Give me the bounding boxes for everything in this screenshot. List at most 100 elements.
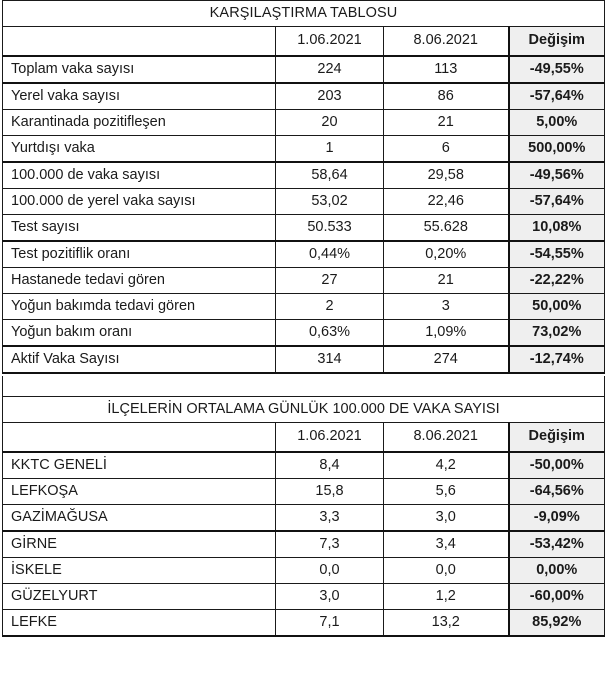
district-table-body: İLÇELERİN ORTALAMA GÜNLÜK 100.000 DE VAK… (2, 376, 605, 453)
row-change-value: 10,08% (507, 214, 606, 242)
table-row: Aktif Vaka Sayısı 314 274 -12,74% (2, 345, 606, 374)
table-row: LEFKOŞA 15,8 5,6 -64,56% (2, 478, 605, 505)
row-change-value: 85,92% (507, 609, 605, 637)
row-value-date-1: 1 (275, 135, 384, 163)
row-label: Yoğun bakım oranı (2, 319, 276, 347)
table-row: GÜZELYURT 3,0 1,2 -60,00% (2, 583, 605, 610)
row-value-date-2: 3 (383, 293, 509, 320)
row-value-date-2: 55.628 (383, 214, 509, 242)
header-date-2: 8.06.2021 (383, 26, 509, 57)
row-label: Test sayısı (2, 214, 276, 242)
row-value-date-2: 0,20% (383, 240, 509, 268)
row-value-date-2: 5,6 (383, 478, 509, 505)
comparison-table: KARŞILAŞTIRMA TABLOSU 1.06.2021 8.06.202… (1, 0, 606, 374)
row-change-value: -60,00% (507, 583, 605, 610)
row-value-date-1: 7,1 (275, 609, 384, 637)
row-label: GAZİMAĞUSA (2, 504, 276, 532)
row-label: KKTC GENELİ (2, 451, 276, 479)
row-value-date-1: 314 (275, 345, 384, 374)
row-change-value: -9,09% (507, 504, 605, 532)
table-row: Yoğun bakım oranı 0,63% 1,09% 73,02% (2, 319, 606, 347)
row-label: Aktif Vaka Sayısı (2, 345, 276, 374)
row-change-value: -49,55% (507, 55, 606, 84)
table-row: GAZİMAĞUSA 3,3 3,0 -9,09% (2, 504, 605, 532)
row-value-date-2: 21 (383, 267, 509, 294)
row-label: Test pozitiflik oranı (2, 240, 276, 268)
row-value-date-1: 8,4 (275, 451, 384, 479)
row-label: İSKELE (2, 557, 276, 584)
row-label: 100.000 de vaka sayısı (2, 161, 276, 189)
row-value-date-2: 3,4 (383, 530, 509, 558)
row-change-value: 500,00% (507, 135, 606, 163)
row-value-date-1: 224 (275, 55, 384, 84)
row-change-value: 0,00% (507, 557, 605, 584)
header-change: Değişim (507, 26, 606, 57)
comparison-table-title: KARŞILAŞTIRMA TABLOSU (1, 0, 606, 27)
row-value-date-2: 4,2 (383, 451, 509, 479)
table-row: İSKELE 0,0 0,0 0,00% (2, 557, 605, 584)
row-value-date-2: 6 (383, 135, 509, 163)
table-row: LEFKE 7,1 13,2 85,92% (2, 609, 605, 637)
row-change-value: -64,56% (507, 478, 605, 505)
row-value-date-1: 53,02 (275, 188, 384, 215)
row-change-value: -12,74% (507, 345, 606, 374)
row-label: LEFKOŞA (2, 478, 276, 505)
spacer-cell (2, 376, 605, 397)
row-change-value: 5,00% (507, 109, 606, 136)
table-row: Karantinada pozitifleşen 20 21 5,00% (2, 109, 606, 136)
row-value-date-2: 1,2 (383, 583, 509, 610)
row-value-date-2: 274 (383, 345, 509, 374)
table-row: KKTC GENELİ 8,4 4,2 -50,00% (2, 451, 605, 479)
row-change-value: -57,64% (507, 188, 606, 215)
table-row: Test pozitiflik oranı 0,44% 0,20% -54,55% (2, 240, 606, 268)
row-value-date-2: 1,09% (383, 319, 509, 347)
row-value-date-1: 0,0 (275, 557, 384, 584)
row-value-date-1: 3,0 (275, 583, 384, 610)
row-change-value: 50,00% (507, 293, 606, 320)
row-change-value: -54,55% (507, 240, 606, 268)
district-table-title: İLÇELERİN ORTALAMA GÜNLÜK 100.000 DE VAK… (2, 396, 605, 423)
district-table-header-row: 1.06.2021 8.06.2021 Değişim (2, 422, 605, 453)
row-label: Karantinada pozitifleşen (2, 109, 276, 136)
row-value-date-1: 203 (275, 82, 384, 110)
row-label: Yerel vaka sayısı (2, 82, 276, 110)
comparison-table-rows: Toplam vaka sayısı 224 113 -49,55% Yerel vak… (2, 55, 606, 374)
table-row: Test sayısı 50.533 55.628 10,08% (2, 214, 606, 242)
comparison-table-header-row: 1.06.2021 8.06.2021 Değişim (2, 26, 606, 57)
comparison-table-title-row: KARŞILAŞTIRMA TABLOSU (1, 0, 606, 27)
row-change-value: 73,02% (507, 319, 606, 347)
district-table-title-row: İLÇELERİN ORTALAMA GÜNLÜK 100.000 DE VAK… (2, 396, 605, 423)
row-value-date-1: 20 (275, 109, 384, 136)
table-row: Yoğun bakımda tedavi gören 2 3 50,00% (2, 293, 606, 320)
row-label: Yoğun bakımda tedavi gören (2, 293, 276, 320)
table-gap (2, 374, 604, 376)
row-label: Yurtdışı vaka (2, 135, 276, 163)
row-label: LEFKE (2, 609, 276, 637)
row-change-value: -22,22% (507, 267, 606, 294)
row-value-date-2: 86 (383, 82, 509, 110)
table-row: Toplam vaka sayısı 224 113 -49,55% (2, 55, 606, 84)
spacer-row (2, 376, 605, 397)
row-value-date-1: 27 (275, 267, 384, 294)
row-value-date-1: 7,3 (275, 530, 384, 558)
table-row: Yurtdışı vaka 1 6 500,00% (2, 135, 606, 163)
row-value-date-2: 0,0 (383, 557, 509, 584)
row-change-value: -50,00% (507, 451, 605, 479)
row-label: Hastanede tedavi gören (2, 267, 276, 294)
row-value-date-1: 0,44% (275, 240, 384, 268)
row-value-date-2: 22,46 (383, 188, 509, 215)
row-value-date-1: 50.533 (275, 214, 384, 242)
header-date-1: 1.06.2021 (275, 26, 384, 57)
district-header-blank-cell (2, 422, 276, 453)
row-value-date-1: 0,63% (275, 319, 384, 347)
row-change-value: -49,56% (507, 161, 606, 189)
row-change-value: -53,42% (507, 530, 605, 558)
district-table: İLÇELERİN ORTALAMA GÜNLÜK 100.000 DE VAK… (2, 376, 605, 637)
comparison-table-body: KARŞILAŞTIRMA TABLOSU 1.06.2021 8.06.202… (1, 0, 606, 57)
table-row: 100.000 de vaka sayısı 58,64 29,58 -49,56% (2, 161, 606, 189)
row-value-date-2: 113 (383, 55, 509, 84)
row-value-date-2: 21 (383, 109, 509, 136)
row-value-date-2: 29,58 (383, 161, 509, 189)
row-value-date-1: 3,3 (275, 504, 384, 532)
table-row: Hastanede tedavi gören 27 21 -22,22% (2, 267, 606, 294)
